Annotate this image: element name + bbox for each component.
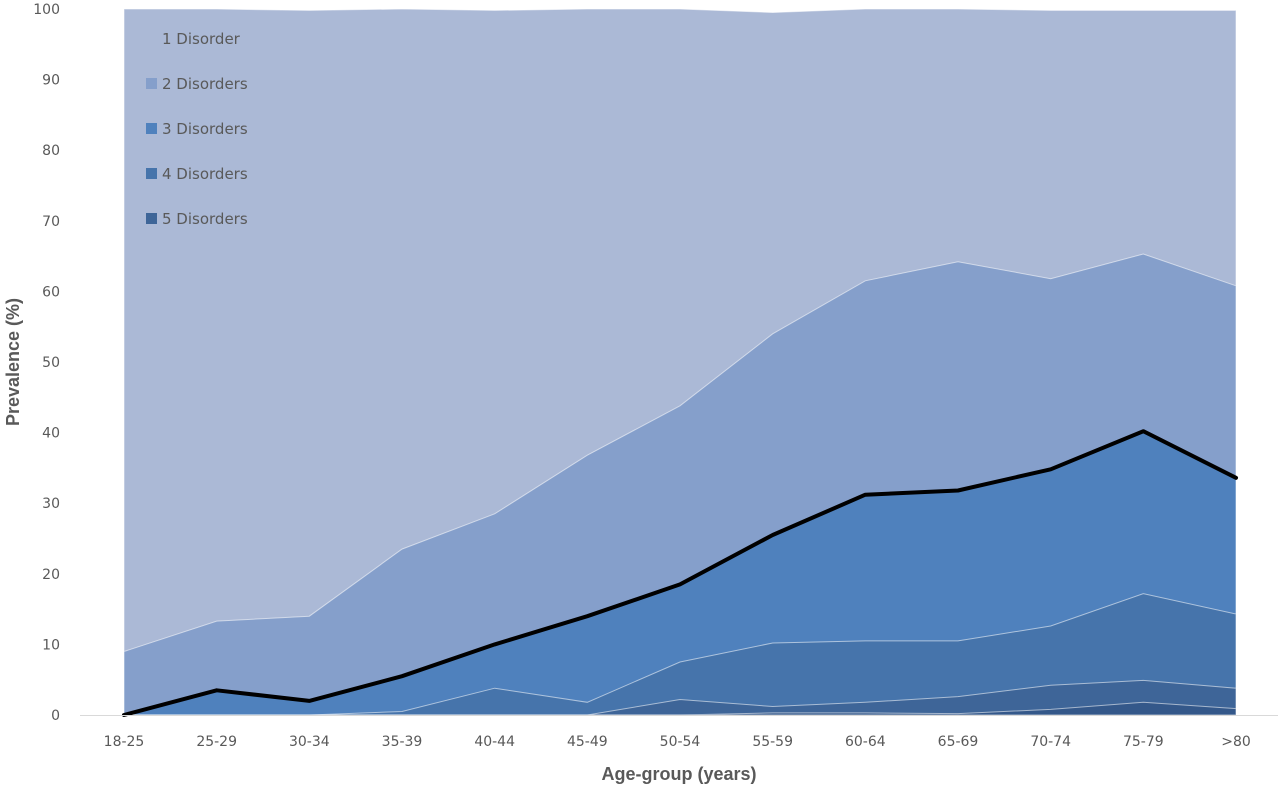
y-tick-label: 60 bbox=[42, 284, 60, 300]
x-tick-label: 55-59 bbox=[752, 734, 793, 750]
x-tick-label: 40-44 bbox=[474, 734, 515, 750]
x-tick-label: 45-49 bbox=[567, 734, 608, 750]
x-tick-label: 70-74 bbox=[1030, 734, 1071, 750]
y-tick-label: 70 bbox=[42, 214, 60, 230]
x-tick-label: 75-79 bbox=[1123, 734, 1164, 750]
x-tick-label: 60-64 bbox=[845, 734, 886, 750]
legend: 1 Disorder 2 Disorders 3 Disorders 4 Disord… bbox=[146, 30, 248, 228]
area-4-disorders bbox=[124, 593, 1237, 716]
y-tick-labels: 0 10 20 30 40 50 60 70 80 90 100 bbox=[33, 2, 60, 724]
y-axis-title: Prevalence (%) bbox=[3, 298, 23, 426]
highlight-line-group bbox=[122, 429, 1238, 717]
y-tick-label: 10 bbox=[42, 637, 60, 653]
y-tick-label: 0 bbox=[51, 708, 60, 724]
highlight-line bbox=[122, 429, 1238, 717]
x-tick-label: 65-69 bbox=[938, 734, 979, 750]
legend-swatch-5-disorders bbox=[146, 213, 157, 224]
area-series-group bbox=[123, 8, 1237, 716]
y-tick-label: 30 bbox=[42, 496, 60, 512]
x-tick-label: 18-25 bbox=[104, 734, 145, 750]
x-tick-label: 35-39 bbox=[382, 734, 423, 750]
legend-label-1-disorder: 1 Disorder bbox=[162, 30, 241, 48]
legend-label-2-disorders: 2 Disorders bbox=[162, 75, 248, 93]
y-tick-label: 100 bbox=[33, 2, 60, 18]
y-tick-label: 90 bbox=[42, 73, 60, 89]
legend-label-5-disorders: 5 Disorders bbox=[162, 210, 248, 228]
x-tick-label: >80 bbox=[1221, 734, 1251, 750]
y-tick-label: 20 bbox=[42, 567, 60, 583]
x-tick-label: 30-34 bbox=[289, 734, 330, 750]
y-tick-label: 40 bbox=[42, 426, 60, 442]
legend-swatch-4-disorders bbox=[146, 168, 157, 179]
x-tick-label: 25-29 bbox=[196, 734, 237, 750]
y-tick-label: 50 bbox=[42, 355, 60, 371]
legend-swatch-2-disorders bbox=[146, 78, 157, 89]
x-tick-label: 50-54 bbox=[660, 734, 701, 750]
legend-label-3-disorders: 3 Disorders bbox=[162, 120, 248, 138]
x-tick-labels: 18-25 25-29 30-34 35-39 40-44 45-49 50-54 55-59… bbox=[104, 734, 1251, 750]
legend-label-4-disorders: 4 Disorders bbox=[162, 165, 248, 183]
legend-swatch-3-disorders bbox=[146, 123, 157, 134]
legend-swatch-1-disorder bbox=[146, 33, 157, 44]
y-tick-label: 80 bbox=[42, 143, 60, 159]
x-axis-title: Age-group (years) bbox=[601, 764, 756, 784]
